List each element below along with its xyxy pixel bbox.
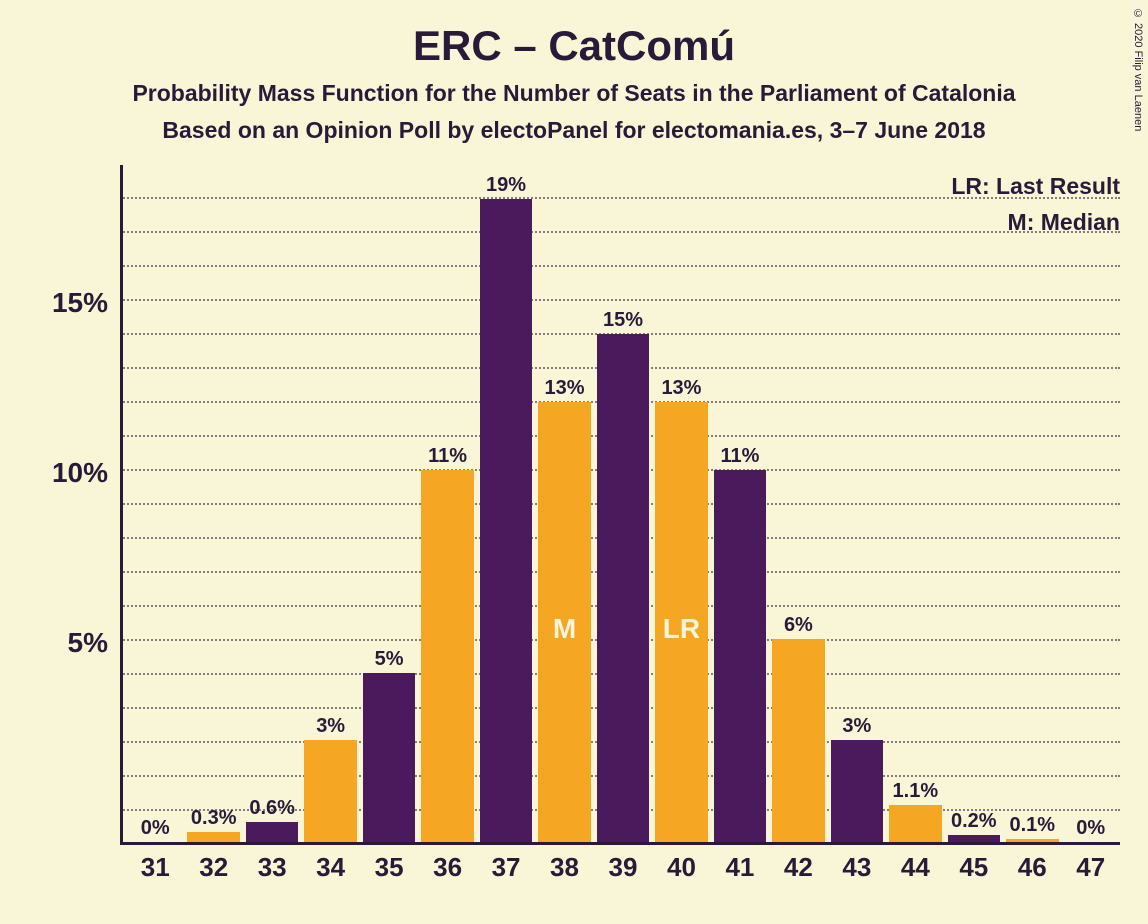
bar: 15% <box>597 334 649 842</box>
x-tick-label: 35 <box>375 852 404 883</box>
bar: 6% <box>772 639 824 842</box>
bar-value-label: 1.1% <box>893 780 939 803</box>
x-tick-label: 47 <box>1076 852 1105 883</box>
copyright-text: © 2020 Filip van Laenen <box>1132 8 1144 131</box>
bar: 19% <box>480 199 532 842</box>
bar: 3% <box>304 740 356 842</box>
bar-slot: 0%31 <box>126 165 184 842</box>
bar-slot: 3%34 <box>301 165 359 842</box>
x-axis <box>120 842 1120 845</box>
bar-slot: 0.1%46 <box>1003 165 1061 842</box>
x-tick-label: 42 <box>784 852 813 883</box>
bar: 13%LR <box>655 402 707 842</box>
bar-slot: 11%36 <box>418 165 476 842</box>
bar-value-label: 19% <box>486 174 526 197</box>
bar-slot: 0%47 <box>1062 165 1120 842</box>
bar-slot: 1.1%44 <box>886 165 944 842</box>
x-tick-label: 39 <box>609 852 638 883</box>
bar-slot: 0.3%32 <box>184 165 242 842</box>
bar-value-label: 0.6% <box>249 797 295 820</box>
bar-value-label: 3% <box>316 715 345 738</box>
bar-slot: 6%42 <box>769 165 827 842</box>
bar-value-label: 15% <box>603 309 643 332</box>
x-tick-label: 34 <box>316 852 345 883</box>
bar: 11% <box>714 470 766 842</box>
bar-value-label: 0.2% <box>951 810 997 833</box>
bar-slot: 19%37 <box>477 165 535 842</box>
chart-subtitle-2: Based on an Opinion Poll by electoPanel … <box>0 117 1148 144</box>
bar-value-label: 13% <box>545 377 585 400</box>
bar-slot: 0.2%45 <box>945 165 1003 842</box>
y-tick-label: 5% <box>68 627 108 659</box>
bar-value-label: 0.3% <box>191 807 237 830</box>
x-tick-label: 45 <box>959 852 988 883</box>
bar-inner-label: LR <box>663 613 700 645</box>
chart-area: 0%310.3%320.6%333%345%3511%3619%3713%M38… <box>120 165 1120 845</box>
x-tick-label: 46 <box>1018 852 1047 883</box>
bar-value-label: 13% <box>661 377 701 400</box>
bar: 13%M <box>538 402 590 842</box>
bar: 0.1% <box>1006 839 1058 842</box>
bar-slot: 0.6%33 <box>243 165 301 842</box>
x-tick-label: 40 <box>667 852 696 883</box>
x-tick-label: 36 <box>433 852 462 883</box>
legend-entry: LR: Last Result <box>951 173 1120 200</box>
x-tick-label: 37 <box>492 852 521 883</box>
chart-title: ERC – CatComú <box>0 0 1148 70</box>
x-tick-label: 44 <box>901 852 930 883</box>
bar: 11% <box>421 470 473 842</box>
y-tick-label: 15% <box>52 287 108 319</box>
bar-inner-label: M <box>553 613 576 645</box>
bar-slot: 13%M38 <box>535 165 593 842</box>
bar-slot: 15%39 <box>594 165 652 842</box>
bar: 1.1% <box>889 805 941 842</box>
legend-entry: M: Median <box>1008 209 1120 236</box>
bar-value-label: 11% <box>428 445 467 468</box>
bar-value-label: 0% <box>141 817 170 840</box>
y-tick-label: 10% <box>52 457 108 489</box>
x-tick-label: 32 <box>199 852 228 883</box>
bar: 0.2% <box>948 835 1000 842</box>
bar-slot: 13%LR40 <box>652 165 710 842</box>
bar: 3% <box>831 740 883 842</box>
x-tick-label: 38 <box>550 852 579 883</box>
bar-value-label: 0.1% <box>1009 814 1055 837</box>
bar: 0.6% <box>246 822 298 842</box>
bar-slot: 11%41 <box>711 165 769 842</box>
bar-slot: 5%35 <box>360 165 418 842</box>
bar: 5% <box>363 673 415 842</box>
chart-subtitle-1: Probability Mass Function for the Number… <box>0 80 1148 107</box>
bar-slot: 3%43 <box>828 165 886 842</box>
bar-value-label: 6% <box>784 614 813 637</box>
x-tick-label: 33 <box>258 852 287 883</box>
bar-value-label: 5% <box>375 648 404 671</box>
x-tick-label: 41 <box>725 852 754 883</box>
bars-container: 0%310.3%320.6%333%345%3511%3619%3713%M38… <box>120 165 1120 842</box>
bar-value-label: 0% <box>1076 817 1105 840</box>
bar-value-label: 11% <box>720 445 759 468</box>
bar-value-label: 3% <box>842 715 871 738</box>
bar: 0.3% <box>187 832 239 842</box>
x-tick-label: 43 <box>842 852 871 883</box>
x-tick-label: 31 <box>141 852 170 883</box>
